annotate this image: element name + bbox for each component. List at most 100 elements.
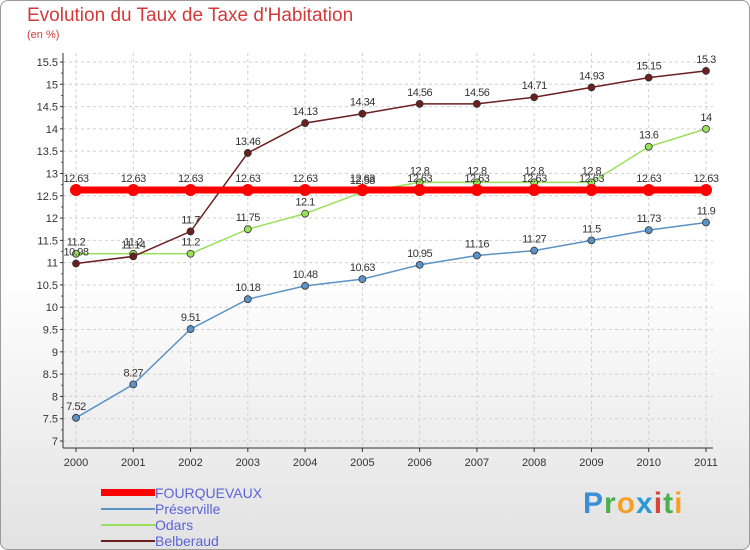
data-point: [186, 249, 195, 258]
x-tick-label: 2009: [579, 457, 603, 469]
data-label: 11.5: [582, 223, 601, 235]
data-point: [301, 281, 309, 290]
data-label: 10.18: [235, 282, 260, 294]
data-label: 14.56: [407, 87, 432, 99]
proxiti-logo: Proxiti: [583, 487, 684, 520]
data-point: [644, 73, 653, 82]
x-tick-label: 2003: [236, 457, 260, 469]
data-point: [530, 246, 539, 255]
data-label: 11.2: [181, 237, 200, 249]
y-tick-label: 12.5: [37, 191, 58, 203]
y-tick-label: 11.5: [37, 235, 58, 247]
data-point: [470, 183, 483, 196]
legend-swatch: [101, 508, 155, 510]
data-label: 12.63: [407, 173, 432, 185]
legend-label: FOURQUEVAUX: [155, 485, 263, 501]
data-label: 10.48: [293, 269, 318, 281]
data-label: 9.51: [181, 312, 201, 324]
data-label: 12.63: [235, 173, 260, 185]
data-point: [72, 259, 80, 268]
x-tick-label: 2000: [64, 457, 88, 469]
data-label: 12.58: [350, 175, 375, 187]
data-point: [72, 249, 80, 258]
data-label: 10.63: [350, 262, 375, 274]
data-point: [702, 67, 710, 75]
data-label: 11.14: [121, 239, 146, 251]
x-tick-label: 2001: [121, 457, 145, 469]
data-point: [358, 275, 367, 284]
data-label: 11.16: [465, 239, 490, 251]
data-label: 13.6: [639, 130, 659, 142]
data-label: 14.56: [464, 87, 489, 99]
data-point: [184, 183, 197, 196]
legend-swatch: [101, 524, 155, 526]
data-point: [241, 183, 254, 196]
data-label: 11.2: [124, 237, 143, 249]
legend-swatch: [101, 489, 155, 496]
data-point: [70, 183, 82, 196]
data-point: [129, 380, 138, 389]
y-tick-label: 14.5: [37, 102, 58, 114]
data-point: [186, 227, 195, 236]
chart-title: Evolution du Taux de Taxe d'Habitation: [27, 5, 354, 26]
data-point: [702, 124, 710, 133]
data-point: [129, 252, 138, 261]
y-tick-label: 7.5: [43, 414, 58, 426]
data-label: 8.27: [124, 367, 144, 379]
data-point: [415, 260, 424, 269]
y-tick-label: 9.5: [43, 325, 58, 337]
data-point: [356, 183, 369, 196]
data-label: 12.63: [636, 173, 661, 185]
data-point: [301, 209, 309, 218]
y-tick-label: 8: [52, 391, 58, 403]
data-label: 12.63: [63, 173, 88, 185]
data-point: [702, 218, 710, 227]
data-point: [642, 183, 655, 196]
data-point: [186, 325, 195, 333]
data-point: [413, 183, 426, 196]
data-label: 11.2: [67, 237, 86, 249]
x-tick-label: 2010: [636, 457, 660, 469]
data-label: 12.63: [121, 173, 146, 185]
data-point: [530, 93, 539, 102]
y-tick-label: 8.5: [43, 369, 58, 381]
legend-label: Belberaud: [155, 533, 219, 549]
data-label: 11.73: [637, 213, 662, 225]
data-point: [585, 183, 598, 196]
legend-label: Odars: [155, 517, 194, 533]
data-label: 12.63: [178, 173, 203, 185]
y-tick-label: 14: [46, 124, 58, 136]
data-point: [473, 100, 481, 108]
data-label: 12.63: [693, 173, 718, 185]
x-tick-label: 2006: [407, 457, 431, 469]
data-point: [415, 100, 424, 108]
data-label: 12.63: [579, 173, 604, 185]
data-label: 12.8: [467, 165, 487, 177]
data-point: [644, 142, 653, 151]
chart-subtitle: (en %): [27, 29, 60, 41]
data-point: [587, 236, 596, 245]
y-tick-label: 10.5: [37, 280, 58, 292]
data-point: [528, 183, 541, 196]
data-label: 12.1: [295, 197, 315, 209]
data-point: [301, 119, 309, 127]
data-point: [299, 183, 312, 196]
y-tick-label: 10: [46, 302, 58, 314]
data-point: [243, 149, 252, 157]
data-point: [473, 251, 481, 260]
series-line-belberaud: [75, 70, 707, 265]
data-label: 12.63: [293, 173, 318, 185]
legend-swatch: [101, 540, 155, 542]
x-tick-label: 2008: [522, 457, 546, 469]
x-tick-label: 2007: [465, 457, 489, 469]
data-point: [127, 183, 140, 196]
series-line-préserville: [75, 221, 707, 419]
data-label: 12.8: [524, 165, 544, 177]
y-tick-label: 11: [47, 258, 58, 270]
y-tick-label: 9: [52, 347, 58, 359]
y-tick-label: 13.5: [37, 146, 58, 158]
data-label: 12.8: [410, 165, 430, 177]
y-tick-label: 15.5: [37, 57, 58, 69]
y-tick-label: 13: [46, 168, 58, 180]
